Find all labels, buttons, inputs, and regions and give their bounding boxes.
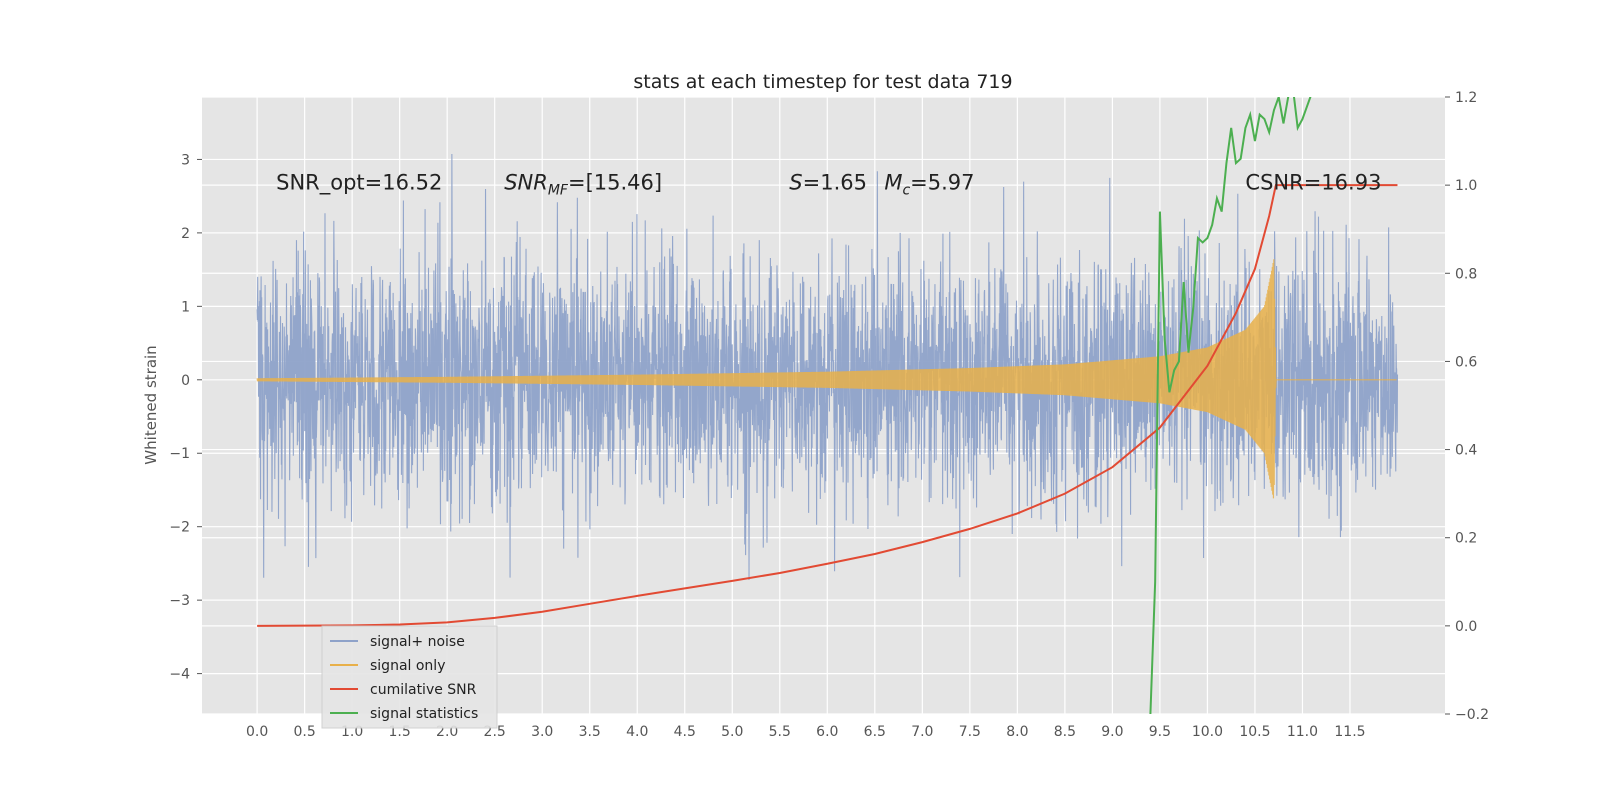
- y-tick-label: −4: [169, 667, 190, 683]
- legend-entry: signal+ noise: [370, 634, 465, 650]
- y-tick-label: −1: [169, 446, 190, 462]
- annotations: SNR_opt=16.52 SNRMF=[15.46] S=1.65 Mc=5.97 C…: [276, 170, 1381, 198]
- legend-box: [321, 625, 498, 729]
- x-tick-label: 10.0: [1192, 724, 1223, 740]
- y-tick-label: 3: [181, 152, 190, 168]
- x-tick-label: 7.0: [911, 724, 933, 740]
- annotation: CSNR=16.93: [1245, 170, 1381, 194]
- y-tick-label: 2: [181, 226, 190, 242]
- series-signal-statistics: [1149, 97, 1312, 714]
- x-tick-label: 9.5: [1149, 724, 1171, 740]
- series-layer: [256, 97, 1399, 714]
- y2-tick-label: −0.2: [1455, 707, 1489, 723]
- x-tick-label: 0.0: [246, 724, 268, 740]
- legend-entry: signal statistics: [370, 706, 478, 722]
- x-tick-label: 5.5: [769, 724, 791, 740]
- x-tick-label: 9.0: [1101, 724, 1123, 740]
- x-tick-label: 11.0: [1287, 724, 1318, 740]
- x-tick-label: 4.5: [674, 724, 696, 740]
- y-tick-label: 1: [181, 299, 190, 315]
- y-tick-label: 0: [181, 373, 190, 389]
- y-tick-label: −3: [169, 593, 190, 609]
- x-tick-label: 7.5: [959, 724, 981, 740]
- series-cumulative-snr: [257, 184, 1398, 627]
- series-signal-only: [256, 259, 1397, 499]
- y2-tick-label: 0.2: [1455, 531, 1477, 547]
- annotation: SNR_opt=16.52: [276, 170, 442, 195]
- x-tick-label: 3.0: [531, 724, 553, 740]
- x-tick-label: 0.5: [294, 724, 316, 740]
- y-tick-label: −2: [169, 520, 190, 536]
- y2-tick-label: 0.0: [1455, 619, 1477, 635]
- x-tick-label: 8.5: [1054, 724, 1076, 740]
- x-tick-label: 3.5: [579, 724, 601, 740]
- annotation: Mc=5.97: [884, 170, 974, 198]
- x-tick-label: 4.0: [626, 724, 648, 740]
- annotation: SNRMF=[15.46]: [504, 170, 662, 198]
- legend-entry: cumilative SNR: [370, 682, 477, 698]
- legend-entry: signal only: [370, 658, 445, 674]
- x-tick-label: 11.5: [1334, 724, 1365, 740]
- y2-tick-label: 0.6: [1455, 354, 1477, 370]
- y2-tick-label: 0.4: [1455, 443, 1477, 459]
- x-tick-label: 8.0: [1006, 724, 1028, 740]
- y2-tick-label: 0.8: [1455, 266, 1477, 282]
- y2-tick-label: 1.0: [1455, 178, 1477, 194]
- legend: signal+ noise signal only cumilative SNR si…: [321, 625, 498, 729]
- x-tick-label: 6.0: [816, 724, 838, 740]
- y-axis-label: Whitened strain: [142, 345, 160, 464]
- y2-tick-label: 1.2: [1455, 90, 1477, 106]
- chart-title: stats at each timestep for test data 719: [633, 71, 1012, 93]
- x-tick-label: 5.0: [721, 724, 743, 740]
- x-tick-label: 6.5: [864, 724, 886, 740]
- annotation: S=1.65: [789, 170, 867, 194]
- x-tick-label: 10.5: [1239, 724, 1270, 740]
